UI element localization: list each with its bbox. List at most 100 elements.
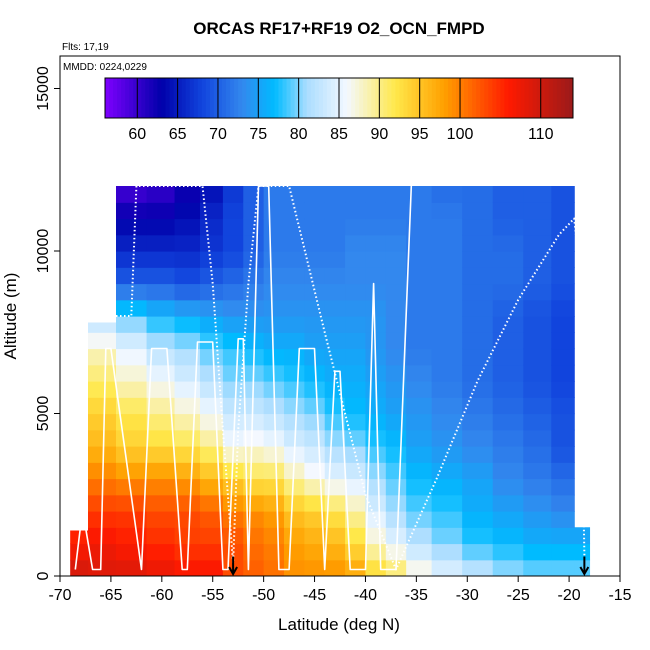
colorbar-swatch [141,78,146,118]
heatmap-cell [365,429,387,447]
heatmap-cell [385,527,407,545]
colorbar-swatch [415,78,421,118]
heatmap-cell [174,332,201,350]
colorbar-tick-label: 60 [128,126,146,143]
heatmap-cell [263,527,285,545]
heatmap-cell [406,186,433,203]
heatmap-cell [492,186,524,203]
colorbar-swatch [564,78,570,118]
heatmap-cell [324,381,346,398]
heatmap-cell [551,413,575,431]
heatmap-cell [551,186,575,203]
heatmap-cell [365,202,387,220]
heatmap-cell [174,218,201,236]
heatmap-cell [462,332,494,350]
heatmap-cell [146,527,176,545]
heatmap-cell [116,413,148,431]
heatmap-cell [284,348,305,366]
arrow-head [228,566,238,577]
colorbar-swatch [500,78,505,118]
heatmap-cell [263,218,285,236]
heatmap-cell [116,234,148,252]
heatmap-cell [431,218,463,236]
heatmap-cell [200,186,224,203]
colorbar-swatch [480,78,485,118]
colorbar-swatch [185,78,191,118]
colorbar-swatch [209,78,215,118]
heatmap-cell [431,543,463,561]
colorbar-tick-label: 65 [169,126,187,143]
heatmap-cell [222,202,244,220]
heatmap-cell [551,543,575,561]
colorbar-swatch [330,78,336,118]
heatmap-cell [200,364,224,382]
heatmap-cell [174,462,201,480]
heatmap-cell [200,283,224,301]
heatmap-cell [406,413,433,431]
heatmap-cell [146,332,176,350]
heatmap-cell [523,348,552,366]
heatmap-cell [200,429,224,447]
heatmap-cell [284,462,305,480]
heatmap-cell [304,186,326,203]
heatmap-cell [462,543,494,561]
heatmap-cell [116,446,148,463]
heatmap-cell [462,218,494,236]
heatmap-cell [551,446,575,463]
heatmap-cell [462,478,494,496]
heatmap-cell [492,316,524,333]
heatmap-cell [200,543,224,561]
heatmap-cell [116,559,148,576]
heatmap-cell [304,446,326,463]
heatmap-cell [222,494,244,512]
heatmap-cell [431,283,463,301]
heatmap-cell [492,543,524,561]
heatmap-cell [345,543,367,561]
heatmap-cell [88,527,117,545]
heatmap-cell [304,397,326,415]
heatmap-cell [462,413,494,431]
heatmap-cell [243,527,265,545]
heatmap-cell [116,251,148,268]
heatmap-cell [116,381,148,398]
heatmap-cell [200,299,224,317]
colorbar-swatch [399,78,405,118]
heatmap-cell [345,446,367,463]
heatmap-cell [551,283,575,301]
heatmap-cell [385,364,407,382]
heatmap-cell [284,511,305,528]
colorbar-swatch [520,78,526,118]
heatmap-cell [116,462,148,480]
colorbar-swatch [508,78,513,118]
heatmap-cell [385,299,407,317]
heatmap-cell [263,234,285,252]
heatmap-field [70,186,591,576]
colorbar-swatch [407,78,413,118]
heatmap-cell [431,446,463,463]
heatmap-cell [263,299,285,317]
heatmap-cell [263,267,285,285]
heatmap-cell [406,462,433,480]
heatmap-cell [174,478,201,496]
heatmap-cell [431,202,463,220]
heatmap-cell [174,234,201,252]
heatmap-cell [116,478,148,496]
heatmap-cell [304,429,326,447]
heatmap-cell [284,413,305,431]
heatmap-cell [523,413,552,431]
heatmap-cell [243,267,265,285]
heatmap-cell [116,283,148,301]
heatmap-cell [146,186,176,203]
heatmap-cell [324,494,346,512]
heatmap-cell [146,202,176,220]
heatmap-cell [146,283,176,301]
heatmap-cell [116,316,148,333]
colorbar-swatch [476,78,481,118]
heatmap-cell [523,397,552,415]
heatmap-cell [551,251,575,268]
x-tick-label: -40 [354,587,377,604]
colorbar-swatch [451,78,457,118]
heatmap-cell [284,186,305,203]
heatmap-cell [551,397,575,415]
